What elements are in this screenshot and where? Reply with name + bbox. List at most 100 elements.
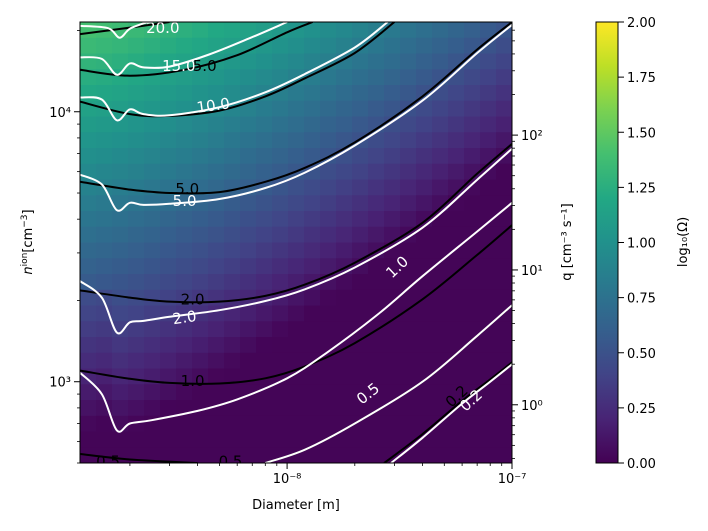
heatmap-cell <box>208 447 225 463</box>
heatmap-cell <box>432 384 449 401</box>
heatmap-cell <box>464 242 481 259</box>
heatmap-cell <box>80 226 97 244</box>
heatmap-cell <box>144 195 161 212</box>
heatmap-cell <box>432 148 449 165</box>
heatmap-cell <box>288 37 305 55</box>
heatmap-cell <box>496 69 512 86</box>
heatmap-cell <box>160 289 177 307</box>
heatmap-cell <box>304 242 321 259</box>
heatmap-cell <box>272 100 289 118</box>
heatmap-cell <box>480 116 497 133</box>
heatmap-cell <box>208 368 225 385</box>
heatmap-cell <box>192 179 209 196</box>
heatmap-cell <box>112 352 129 370</box>
heatmap-cell <box>288 400 305 417</box>
heatmap-cell <box>160 37 177 55</box>
heatmap-cell <box>448 179 465 196</box>
heatmap-cell <box>112 400 129 417</box>
y-right-axis-label: q [cm⁻³ s⁻¹] <box>560 203 575 280</box>
heatmap-cell <box>464 179 481 196</box>
contour-label: 20.0 <box>146 19 179 37</box>
heatmap-cell <box>368 400 385 417</box>
heatmap-cell <box>448 53 465 70</box>
heatmap-cell <box>144 85 161 102</box>
heatmap-cell <box>160 447 177 463</box>
heatmap-cell <box>336 37 353 55</box>
heatmap-cell <box>352 305 369 322</box>
heatmap-cell <box>480 226 497 244</box>
heatmap-cell <box>416 53 433 70</box>
heatmap-cell <box>384 100 401 118</box>
heatmap-cell <box>240 415 257 433</box>
heatmap-cell <box>256 305 273 322</box>
heatmap-cell <box>416 226 433 244</box>
heatmap-cell <box>384 321 401 338</box>
heatmap-cell <box>128 148 145 165</box>
heatmap-cell <box>160 321 177 338</box>
heatmap-cell <box>176 274 193 291</box>
heatmap-cell <box>352 289 369 307</box>
heatmap-cell <box>432 211 449 228</box>
contour-label: 15.0 <box>162 57 195 75</box>
heatmap-cell <box>208 242 225 259</box>
heatmap-cell <box>384 415 401 433</box>
heatmap-cell <box>256 242 273 259</box>
heatmap-cell <box>480 431 497 448</box>
heatmap-cell <box>368 195 385 212</box>
heatmap-cell <box>496 431 512 448</box>
heatmap-cell <box>208 163 225 181</box>
heatmap-cell <box>448 22 465 39</box>
heatmap-cell <box>400 69 417 86</box>
heatmap-cell <box>336 242 353 259</box>
heatmap-cell <box>448 116 465 133</box>
heatmap-cell <box>144 384 161 401</box>
heatmap-cell <box>224 179 241 196</box>
heatmap-cell <box>464 69 481 86</box>
heatmap-cell <box>496 415 512 433</box>
heatmap-cell <box>320 195 337 212</box>
y-left-label-n: n <box>21 266 36 274</box>
black-contour-15.0 <box>80 22 314 77</box>
heatmap-cell <box>384 211 401 228</box>
heatmap-cell <box>496 116 512 133</box>
heatmap-cell <box>464 321 481 338</box>
heatmap-cell <box>96 132 113 149</box>
contour-lines <box>80 22 512 463</box>
heatmap-cell <box>496 100 512 118</box>
heatmap-cell <box>368 289 385 307</box>
heatmap-cell <box>224 289 241 307</box>
heatmap-cell <box>112 53 129 70</box>
colorbar-tick-label: 0.00 <box>627 457 656 472</box>
heatmap-cell <box>128 258 145 275</box>
heatmap-cell <box>128 37 145 55</box>
heatmap-cell <box>496 274 512 291</box>
heatmap-cell <box>352 53 369 70</box>
contour-label: 0.5 <box>219 452 243 470</box>
heatmap-cell <box>400 132 417 149</box>
heatmap-cell <box>304 179 321 196</box>
heatmap-cell <box>368 447 385 463</box>
heatmap-cell <box>448 195 465 212</box>
heatmap-cell <box>160 242 177 259</box>
heatmap-cell <box>288 368 305 385</box>
heatmap-cell <box>96 37 113 55</box>
heatmap-cell <box>304 337 321 354</box>
heatmap-cell <box>224 274 241 291</box>
heatmap-cell <box>496 179 512 196</box>
heatmap-cell <box>256 53 273 70</box>
heatmap-cell <box>400 352 417 370</box>
heatmap-cell <box>224 384 241 401</box>
heatmap-cell <box>160 100 177 118</box>
heatmap-cell <box>144 337 161 354</box>
heatmap-cell <box>160 368 177 385</box>
heatmap-cell <box>480 100 497 118</box>
heatmap-cell <box>464 337 481 354</box>
heatmap-cell <box>272 305 289 322</box>
heatmap-cell <box>368 85 385 102</box>
heatmap-cell <box>336 352 353 370</box>
heatmap-cell <box>160 258 177 275</box>
heatmap-cell <box>240 242 257 259</box>
heatmap-cell <box>368 337 385 354</box>
heatmap-cell <box>400 368 417 385</box>
heatmap-cell <box>368 100 385 118</box>
